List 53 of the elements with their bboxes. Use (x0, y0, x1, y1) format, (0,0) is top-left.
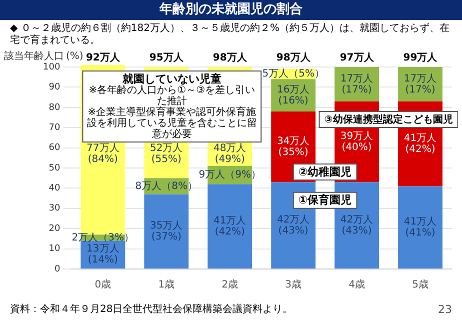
annotation: 98万人 (276, 52, 312, 64)
x-tick-label: 2歳 (222, 278, 238, 291)
bar (398, 186, 442, 268)
x-tick-label: 4歳 (348, 278, 365, 291)
annotation: 99万人 (403, 52, 438, 64)
text: 資料：令和４年９月28日全世代型社会保障構築会議資料より。 (10, 302, 293, 316)
bar (208, 184, 252, 268)
data-label: 42万人 (43%) (340, 214, 374, 236)
y-axis-title: (%) (66, 51, 84, 62)
bar (144, 194, 189, 268)
text: 該当年齢人口 (4, 51, 64, 62)
data-label: 41万人 (42%) (213, 215, 246, 238)
y-tick-label: 100 (42, 62, 60, 72)
data-label: 52万人 (55%) (150, 142, 183, 165)
data-label: 17万人 (17%) (340, 73, 374, 96)
y-tick-label: 0 (54, 264, 60, 274)
data-label: 41万人 (41%) (404, 216, 437, 238)
data-label: 13万人 (14%) (86, 244, 120, 266)
x-tick-label: 5歳 (412, 278, 428, 291)
x-tick-label: 0歳 (94, 278, 112, 291)
y-tick-label: 80 (48, 102, 60, 113)
annotation: ※各年齢の人口から①～③を差し引いた推計 (88, 84, 256, 108)
data-label: 41万人 (42%) (404, 132, 437, 155)
chart-subtitle: ◆ ０～２歳児の約６割（約182万人）、３～５歳児の約２%（約５万人）は、就園しておらず、在宅で育まれている。 (9, 22, 450, 47)
data-label: 34万人 (35%) (276, 136, 310, 158)
y-tick-label: 90 (48, 82, 60, 93)
data-label: 17万人 (17%) (404, 73, 437, 96)
y-tick-label: 20 (48, 224, 60, 234)
y-tick-label: 60 (48, 143, 60, 154)
data-label: 48万人 (49%) (213, 142, 246, 165)
y-tick-label: 70 (48, 122, 60, 133)
y-tick-label: 30 (48, 204, 60, 214)
annotation: 98万人 (212, 52, 248, 64)
y-tick-label: 40 (48, 184, 60, 194)
data-label: 16万人 (16%) (276, 84, 310, 106)
series-label: ①保育園児 (298, 194, 352, 207)
annotation: ※企業主導型保育事業や認可外保育施設を利用している児童を含むことに留意が必要 (86, 106, 257, 140)
series-label: ②幼稚園児 (298, 165, 352, 178)
series-label: ③幼保連携型認定こども園児 (324, 114, 453, 126)
y-tick-label: 50 (48, 163, 60, 174)
text: 23 (438, 303, 452, 316)
x-tick-label: 1歳 (158, 278, 175, 291)
data-label: 35万人 (37%) (150, 220, 183, 242)
series-label: 就園していない児童 (121, 72, 222, 86)
annotation: 92万人 (86, 52, 121, 64)
data-label: 42万人 (43%) (276, 214, 310, 236)
data-label: 77万人 (84%) (86, 142, 120, 165)
annotation: 97万人 (340, 52, 375, 64)
annotation: 95万人 (149, 52, 184, 64)
chart-title: 年齢別の未就園児の割合 (0, 0, 462, 20)
data-label: 39万人 (40%) (340, 130, 374, 153)
x-tick-label: 3歳 (285, 278, 302, 291)
y-tick-label: 10 (48, 244, 60, 254)
